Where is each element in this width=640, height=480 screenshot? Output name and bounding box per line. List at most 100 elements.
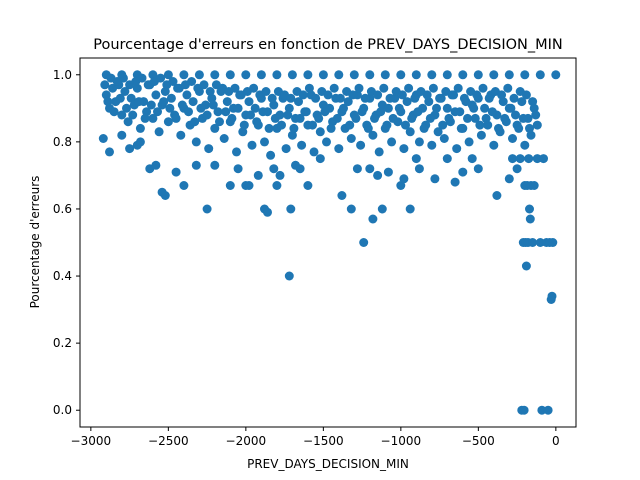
data-point-215 [427,140,437,150]
data-point-351 [295,113,305,123]
data-point-115 [117,110,127,120]
data-point-85 [515,154,525,164]
data-point-271 [230,83,240,93]
data-point-348 [277,120,286,130]
data-point-253 [118,73,128,83]
data-point-154 [238,127,248,137]
data-point-352 [301,107,311,117]
data-point-129 [160,87,170,96]
data-point-283 [304,83,314,93]
data-point-43 [202,204,212,214]
data-point-83 [508,154,517,164]
data-point-326 [140,113,150,123]
data-point-181 [322,137,331,147]
data-point-378 [463,113,472,123]
data-point-26 [504,70,514,80]
data-point-290 [348,90,358,100]
data-point-380 [475,120,485,130]
data-point-311 [478,83,488,93]
data-point-372 [425,113,435,123]
data-point-117 [123,117,133,127]
data-point-16 [349,70,359,80]
data-point-163 [266,150,276,160]
data-point-299 [404,83,414,93]
data-point-342 [239,120,249,130]
data-point-94 [524,154,534,164]
data-point-356 [326,123,336,133]
data-point-55 [284,271,294,281]
data-point-54 [275,170,285,180]
data-point-103 [539,154,548,164]
data-point-371 [419,123,429,133]
data-point-331 [171,113,181,123]
data-point-23 [458,70,468,80]
data-point-37 [151,160,161,170]
data-point-52 [269,164,279,174]
data-point-10 [256,70,266,80]
x-tick-label: −3000 [71,434,112,448]
data-point-307 [453,83,463,93]
data-point-130 [163,117,173,127]
data-points [98,70,561,415]
data-point-81 [492,191,502,200]
x-tick-label: −1500 [303,434,344,448]
data-point-148 [219,134,229,143]
data-point-84 [512,164,522,174]
data-point-29 [551,70,561,80]
data-point-261 [168,77,178,86]
data-point-121 [135,123,145,133]
y-axis-ticks: 0.0 0.2 0.4 0.6 0.8 1.0 [53,68,80,417]
data-point-360 [351,113,361,123]
data-point-375 [444,113,454,123]
data-point-310 [472,90,482,100]
data-point-22 [442,70,452,80]
data-point-77 [450,177,460,187]
data-point-370 [413,107,423,117]
data-point-71 [399,174,409,184]
data-point-247 [526,130,536,140]
data-point-250 [100,80,110,90]
data-point-109 [548,238,558,247]
data-point-387 [518,113,528,123]
data-point-9 [241,70,251,80]
data-point-118 [126,93,136,103]
data-point-385 [506,103,516,113]
data-point-21 [427,70,437,80]
data-point-78 [458,167,468,177]
data-point-62 [346,204,356,214]
data-point-388 [525,123,534,133]
data-point-266 [199,80,209,90]
data-point-362 [363,123,373,133]
data-point-320 [103,97,113,107]
data-point-108 [547,291,557,301]
data-point-79 [467,154,477,164]
data-point-28 [535,70,545,80]
data-point-244 [517,97,527,107]
y-axis-label: Pourcentage d'erreurs [28,176,42,309]
data-point-292 [360,93,370,103]
data-point-51 [263,207,272,217]
data-point-277 [267,93,277,103]
data-point-344 [252,117,262,127]
data-point-316 [509,93,519,103]
data-point-379 [469,103,479,113]
y-tick-label: 0.8 [53,135,72,149]
data-point-231 [476,130,486,140]
data-point-6 [194,70,204,80]
data-point-334 [190,117,200,127]
data-point-274 [249,83,259,93]
data-point-291 [354,83,364,93]
data-point-308 [459,93,469,103]
data-point-369 [407,113,417,123]
y-tick-label: 0.4 [53,269,72,283]
data-point-386 [512,120,522,130]
chart-title: Pourcentage d'erreurs en fonction de PRE… [93,37,563,53]
data-point-217 [433,127,443,137]
data-point-44 [210,160,220,170]
data-point-25 [489,70,499,80]
data-point-120 [132,83,142,93]
data-point-76 [442,154,452,164]
data-point-188 [343,97,353,107]
data-point-42 [191,160,201,170]
data-point-315 [503,83,513,93]
